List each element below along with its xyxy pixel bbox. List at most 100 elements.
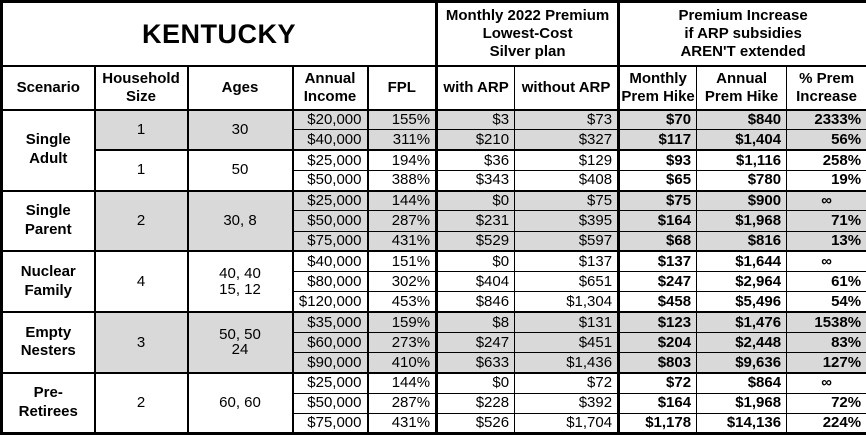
cell-monthly-hike: $803 <box>617 351 698 374</box>
cell-fpl: 144% <box>366 371 438 394</box>
cell-monthly-hike: $164 <box>617 210 698 232</box>
cell-income: $50,000 <box>291 392 368 414</box>
col-header-annual-income: Annual Income <box>291 64 368 110</box>
cell-income: $75,000 <box>291 230 368 252</box>
cell-scenario: Empty Nesters <box>1 311 95 374</box>
cell-monthly-hike: $68 <box>617 230 698 252</box>
cell-annual-hike: $14,136 <box>696 412 788 435</box>
col-header-scenario: Scenario <box>1 64 95 110</box>
cell-annual-hike: $1,404 <box>696 129 788 151</box>
cell-monthly-hike: $65 <box>617 169 698 192</box>
header-increase-group: Premium Increase if ARP subsidies AREN'T… <box>617 1 866 66</box>
cell-income: $40,000 <box>291 250 368 273</box>
cell-with-arp: $231 <box>435 210 516 232</box>
cell-income: $40,000 <box>291 129 368 151</box>
table-row: $40,000 311% $210 $327 $117 $1,404 56% <box>2 129 866 151</box>
cell-without-arp: $137 <box>514 250 620 273</box>
cell-with-arp: $3 <box>435 108 516 131</box>
cell-fpl: 388% <box>366 169 438 192</box>
cell-with-arp: $0 <box>435 250 516 273</box>
cell-pct-increase: ∞ <box>786 189 866 212</box>
table-row: $50,000 287% $231 $395 $164 $1,968 71% <box>2 210 866 232</box>
cell-income: $60,000 <box>291 331 368 354</box>
cell-monthly-hike: $70 <box>617 108 698 131</box>
col-header-with-arp: with ARP <box>435 64 516 110</box>
cell-pct-increase: 1538% <box>786 310 866 333</box>
cell-fpl: 194% <box>366 148 438 171</box>
cell-annual-hike: $816 <box>696 230 788 252</box>
cell-with-arp: $0 <box>435 189 516 212</box>
cell-annual-hike: $1,644 <box>696 250 788 273</box>
cell-fpl: 273% <box>366 331 438 354</box>
cell-scenario: Single Parent <box>1 189 95 252</box>
cell-ages: 50 <box>186 149 293 191</box>
cell-pct-increase: 258% <box>786 148 866 171</box>
cell-annual-hike: $900 <box>696 189 788 212</box>
cell-pct-increase: ∞ <box>786 371 866 394</box>
cell-monthly-hike: $458 <box>617 291 698 313</box>
cell-without-arp: $327 <box>514 129 620 151</box>
cell-pct-increase: 13% <box>786 230 866 252</box>
col-header-monthly-hike: Monthly Prem Hike <box>617 64 698 110</box>
cell-monthly-hike: $117 <box>617 129 698 151</box>
table-row: Single Adult 1 30 $20,000 155% $3 $73 $7… <box>1 108 866 191</box>
cell-fpl: 287% <box>366 210 438 232</box>
cell-pct-increase: 83% <box>786 331 866 354</box>
table-row: $90,000 410% $633 $1,436 $803 $9,636 127… <box>2 351 866 374</box>
cell-without-arp: $395 <box>514 210 620 232</box>
cell-pct-increase: 54% <box>786 291 866 313</box>
cell-income: $35,000 <box>291 310 368 333</box>
col-header-annual-hike: Annual Prem Hike <box>696 64 788 110</box>
cell-annual-hike: $780 <box>696 169 788 192</box>
cell-fpl: 144% <box>366 189 438 212</box>
cell-income: $20,000 <box>291 108 368 131</box>
cell-annual-hike: $2,964 <box>696 270 788 293</box>
table-row: $60,000 273% $247 $451 $204 $2,448 83% <box>2 331 866 354</box>
cell-without-arp: $73 <box>514 108 620 131</box>
cell-pct-increase: 127% <box>786 351 866 374</box>
cell-with-arp: $343 <box>435 169 516 192</box>
cell-pct-increase: ∞ <box>786 250 866 273</box>
cell-income: $80,000 <box>291 270 368 293</box>
table-row: Empty Nesters 3 50, 50 24 $35,000 159% $… <box>1 310 866 374</box>
cell-without-arp: $1,704 <box>514 412 620 435</box>
header-columns-row: Scenario Household Size Ages Annual Inco… <box>1 64 866 110</box>
cell-pct-increase: 19% <box>786 169 866 192</box>
cell-annual-hike: $1,116 <box>696 148 788 171</box>
cell-pct-increase: 72% <box>786 392 866 414</box>
cell-without-arp: $75 <box>514 189 620 212</box>
cell-without-arp: $451 <box>514 331 620 354</box>
page-title: KENTUCKY <box>0 1 438 66</box>
cell-annual-hike: $5,496 <box>696 291 788 313</box>
cell-annual-hike: $1,968 <box>696 392 788 414</box>
cell-with-arp: $0 <box>435 371 516 394</box>
cell-with-arp: $210 <box>435 129 516 151</box>
cell-fpl: 287% <box>366 392 438 414</box>
table-row: $80,000 302% $404 $651 $247 $2,964 61% <box>2 270 866 293</box>
cell-annual-hike: $2,448 <box>696 331 788 354</box>
cell-fpl: 159% <box>366 310 438 333</box>
cell-household-size: 2 <box>93 189 188 252</box>
cell-income: $25,000 <box>291 371 368 394</box>
cell-monthly-hike: $93 <box>617 148 698 171</box>
cell-annual-hike: $840 <box>696 108 788 131</box>
table-row: Pre- Retirees 2 60, 60 $25,000 144% $0 $… <box>1 371 866 434</box>
table-row: $50,000 287% $228 $392 $164 $1,968 72% <box>2 392 866 414</box>
cell-pct-increase: 2333% <box>786 108 866 131</box>
table-row: $50,000 388% $343 $408 $65 $780 19% <box>2 169 866 192</box>
cell-monthly-hike: $137 <box>617 250 698 273</box>
cell-income: $90,000 <box>291 351 368 374</box>
col-header-fpl: FPL <box>366 64 438 110</box>
col-header-without-arp: without ARP <box>514 64 620 110</box>
cell-with-arp: $8 <box>435 310 516 333</box>
cell-monthly-hike: $75 <box>617 189 698 212</box>
cell-with-arp: $228 <box>435 392 516 414</box>
col-header-ages: Ages <box>186 64 293 110</box>
cell-fpl: 311% <box>366 129 438 151</box>
cell-scenario: Pre- Retirees <box>1 371 95 434</box>
cell-fpl: 431% <box>366 230 438 252</box>
cell-fpl: 151% <box>366 250 438 273</box>
cell-without-arp: $131 <box>514 310 620 333</box>
cell-fpl: 155% <box>366 108 438 131</box>
